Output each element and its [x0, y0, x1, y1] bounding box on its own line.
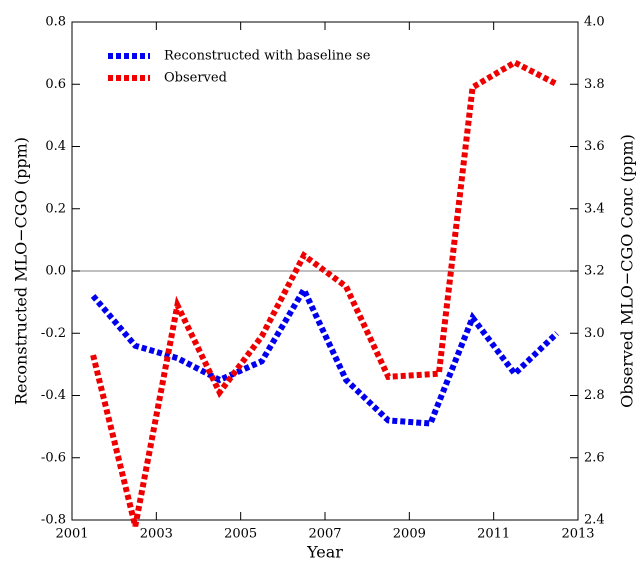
x-tick-label: 2005 [224, 527, 257, 542]
y-axis-label: Reconstructed MLO−CGO (ppm) [12, 137, 31, 405]
y-tick-label: -0.4 [41, 388, 66, 403]
x-tick-label: 2011 [477, 527, 510, 542]
y-tick-label: 0.8 [45, 15, 66, 30]
x-axis-label: Year [306, 543, 343, 562]
y2-tick-label: 2.4 [584, 513, 605, 528]
y2-axis-label: Observed MLO−CGO Conc (ppm) [618, 134, 637, 408]
y2-tick-label: 3.4 [584, 201, 605, 216]
y2-tick-label: 2.6 [584, 450, 605, 465]
x-tick-label: 2009 [393, 527, 426, 542]
y-tick-label: 0.6 [45, 77, 66, 92]
series-line [90, 59, 559, 527]
x-tick-label: 2001 [55, 527, 88, 542]
x-tick-label: 2007 [308, 527, 341, 542]
y-tick-label: -0.8 [41, 513, 66, 528]
y2-tick-label: 3.0 [584, 326, 605, 341]
series-line [90, 283, 559, 427]
y2-tick-label: 3.8 [584, 77, 605, 92]
y-tick-label: 0.0 [45, 264, 66, 279]
legend-label: Observed [164, 71, 227, 86]
x-tick-label: 2003 [140, 527, 173, 542]
y-tick-label: 0.2 [45, 201, 66, 216]
y-tick-label: -0.2 [41, 326, 66, 341]
y2-tick-label: 2.8 [584, 388, 605, 403]
y-tick-label: 0.4 [45, 139, 66, 154]
y2-tick-label: 3.2 [584, 264, 605, 279]
y2-tick-label: 3.6 [584, 139, 605, 154]
legend-label: Reconstructed with baseline se [164, 49, 371, 64]
y-tick-label: -0.6 [41, 450, 66, 465]
y2-tick-label: 4.0 [584, 15, 605, 30]
x-tick-label: 2013 [561, 527, 594, 542]
